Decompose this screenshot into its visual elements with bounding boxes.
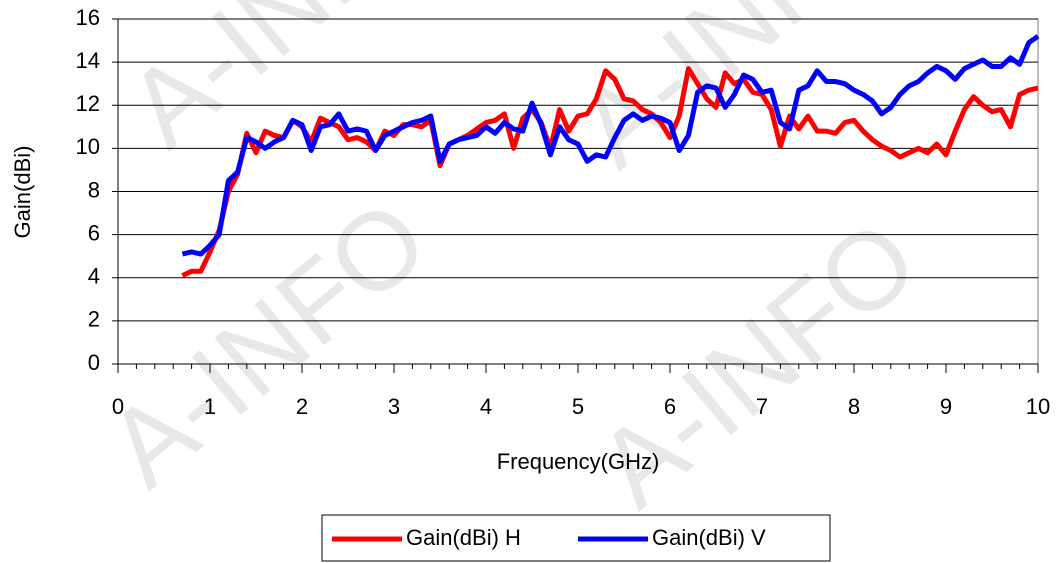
legend-box	[321, 514, 831, 562]
x-tick-label: 9	[940, 394, 952, 419]
x-tick-label: 6	[664, 394, 676, 419]
series-line	[181, 34, 1040, 257]
y-tick-label: 16	[76, 5, 100, 30]
x-tick-label: 1	[204, 394, 216, 419]
y-tick-label: 0	[88, 350, 100, 375]
watermark: A-INFO	[105, 0, 470, 171]
x-tick-label: 4	[480, 394, 492, 419]
series-line	[181, 66, 1039, 278]
x-tick-label: 3	[388, 394, 400, 419]
x-axis-title: Frequency(GHz)	[497, 449, 660, 474]
x-tick-label: 2	[296, 394, 308, 419]
x-tick-label: 7	[756, 394, 768, 419]
y-tick-label: 14	[76, 48, 100, 73]
y-tick-label: 2	[88, 307, 100, 332]
legend-label: Gain(dBi) V	[652, 525, 766, 550]
watermark: A-INFO	[85, 177, 450, 511]
y-tick-label: 4	[88, 264, 100, 289]
x-tick-label: 8	[848, 394, 860, 419]
x-tick-label: 0	[112, 394, 124, 419]
legend-label: Gain(dBi) H	[406, 525, 521, 550]
y-tick-label: 8	[88, 177, 100, 202]
y-tick-label: 12	[76, 91, 100, 116]
x-tick-label: 10	[1026, 394, 1050, 419]
y-axis-title: Gain(dBi)	[10, 146, 35, 239]
y-tick-label: 6	[88, 220, 100, 245]
y-tick-label: 10	[76, 134, 100, 159]
x-tick-label: 5	[572, 394, 584, 419]
